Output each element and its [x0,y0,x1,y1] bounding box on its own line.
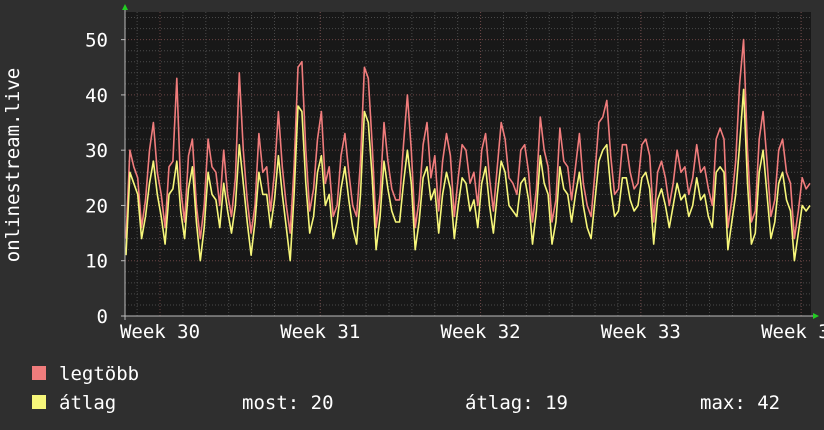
stat-max: max: 42 [700,392,780,414]
y-axis-label: onlinestream.live [2,68,24,262]
stat-max-label: max: [700,392,746,414]
x-tick-label: Week 34 [761,321,824,343]
stat-avg-value: 19 [545,392,568,414]
legend-avg-label: átlag [59,392,117,414]
y-tick-label: 10 [85,251,108,273]
y-tick-label: 0 [97,306,108,328]
x-tick-label: Week 31 [280,321,360,343]
y-tick-label: 50 [85,30,108,52]
y-tick-label: 40 [85,85,108,107]
series-line-avg [125,88,811,262]
stat-now-label: most: [242,392,300,414]
series-line-max [125,38,811,240]
legend-max-label: legtöbb [59,363,140,385]
y-axis-arrow [122,4,128,10]
stat-now: most: 20 [242,392,334,414]
y-tick-label: 20 [85,195,108,217]
stat-avg: átlag: 19 [465,392,568,414]
legend-avg-row: átlag most: 20 átlag: 19 max: 42 [32,392,812,414]
y-tick-label: 30 [85,140,108,162]
stat-now-value: 20 [310,392,334,414]
x-tick-label: Week 32 [441,321,521,343]
legend-max-swatch [32,366,46,380]
line-chart: 0 10 20 30 40 50 Week 30 Week 31 Week 32 Week 33 W… [2,4,824,343]
series-lines [125,38,811,262]
x-tick-label: Week 33 [601,321,681,343]
axes [121,4,819,320]
legend-avg-swatch [32,395,46,409]
stat-max-value: 42 [757,392,781,414]
x-tick-label: Week 30 [120,321,200,343]
stat-avg-label: átlag: [465,392,534,414]
x-axis-arrow [813,313,819,319]
